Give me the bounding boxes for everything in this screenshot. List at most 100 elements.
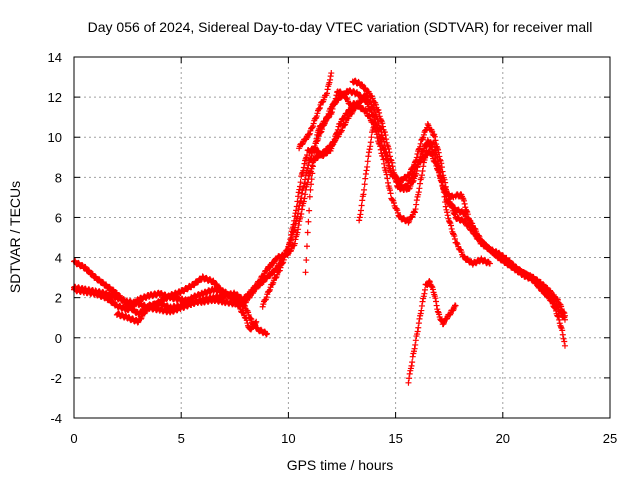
data-point — [559, 331, 566, 338]
data-point — [366, 146, 373, 153]
data-point — [310, 155, 317, 162]
x-axis-label: GPS time / hours — [287, 457, 394, 473]
y-tick-label: 12 — [48, 90, 62, 105]
data-point — [296, 186, 303, 193]
data-point — [380, 156, 387, 163]
data-point — [501, 256, 508, 263]
data-point — [280, 256, 287, 263]
data-point — [358, 202, 365, 209]
data-point — [297, 214, 304, 221]
data-point — [468, 220, 475, 227]
data-point — [557, 323, 564, 330]
data-point — [361, 186, 368, 193]
data-point — [449, 204, 456, 211]
data-point — [272, 274, 279, 281]
data-point — [405, 379, 412, 386]
data-point — [259, 303, 266, 310]
series-track-2 — [71, 87, 568, 323]
data-point — [417, 143, 424, 150]
data-point — [406, 370, 413, 377]
x-tick-label: 15 — [388, 431, 402, 446]
data-point — [320, 153, 327, 160]
data-point — [243, 317, 250, 324]
data-point — [329, 105, 336, 112]
data-point — [377, 146, 384, 153]
data-point — [245, 309, 252, 316]
data-point — [421, 290, 428, 297]
data-point — [373, 131, 380, 138]
data-point — [330, 139, 337, 146]
data-point — [363, 167, 370, 174]
data-point — [368, 134, 375, 141]
data-point — [311, 147, 318, 154]
data-point — [422, 286, 429, 293]
x-tick-label: 20 — [496, 431, 510, 446]
data-point — [433, 302, 440, 309]
data-point — [385, 179, 392, 186]
data-point — [446, 219, 453, 226]
data-point — [386, 187, 393, 194]
data-point — [448, 202, 455, 209]
series-track-6 — [296, 70, 335, 152]
data-point — [538, 283, 545, 290]
data-point — [415, 146, 422, 153]
data-point — [323, 90, 330, 97]
data-point — [372, 101, 379, 108]
data-point — [295, 226, 302, 233]
data-point — [484, 243, 491, 250]
data-point — [412, 337, 419, 344]
data-point — [463, 207, 470, 214]
data-point — [556, 316, 563, 323]
data-point — [389, 197, 396, 204]
data-point — [558, 303, 565, 310]
data-point — [333, 130, 340, 137]
y-tick-label: -2 — [50, 371, 62, 386]
data-point — [387, 156, 394, 163]
data-point — [310, 120, 317, 127]
y-axis-label: SDTVAR / TECUs — [7, 181, 23, 293]
plot-frame — [73, 56, 611, 419]
data-point — [554, 296, 561, 303]
data-point — [554, 296, 561, 303]
data-point — [263, 331, 270, 338]
data-point — [306, 207, 313, 214]
data-point — [312, 140, 319, 147]
data-point — [341, 122, 348, 129]
data-point — [365, 153, 372, 160]
grid — [74, 57, 610, 418]
data-point — [253, 318, 260, 325]
data-point — [413, 197, 420, 204]
data-point — [331, 136, 338, 143]
data-point — [266, 288, 273, 295]
data-point — [244, 320, 251, 327]
data-point — [451, 211, 458, 218]
data-point — [300, 198, 307, 205]
data-point — [279, 260, 286, 267]
data-point — [451, 210, 458, 217]
data-point — [284, 248, 291, 255]
data-point — [134, 319, 141, 326]
data-point — [444, 209, 451, 216]
data-point — [415, 324, 422, 331]
data-point — [549, 297, 556, 304]
data-point — [236, 303, 243, 310]
series-track-9 — [405, 278, 459, 386]
series-track-7 — [349, 77, 457, 201]
data-point — [305, 218, 312, 225]
data-point — [407, 177, 414, 184]
data-point — [362, 175, 369, 182]
chart-title: Day 056 of 2024, Sidereal Day-to-day VTE… — [88, 19, 593, 35]
data-point — [388, 159, 395, 166]
data-point — [358, 81, 365, 88]
data-point — [262, 330, 269, 337]
data-point — [441, 193, 448, 200]
data-point — [435, 169, 442, 176]
data-point — [246, 291, 253, 298]
data-point — [309, 163, 316, 170]
data-point — [412, 341, 419, 348]
data-point — [561, 312, 568, 319]
data-point — [360, 191, 367, 198]
x-tick-label: 10 — [281, 431, 295, 446]
x-tick-label: 0 — [70, 431, 77, 446]
